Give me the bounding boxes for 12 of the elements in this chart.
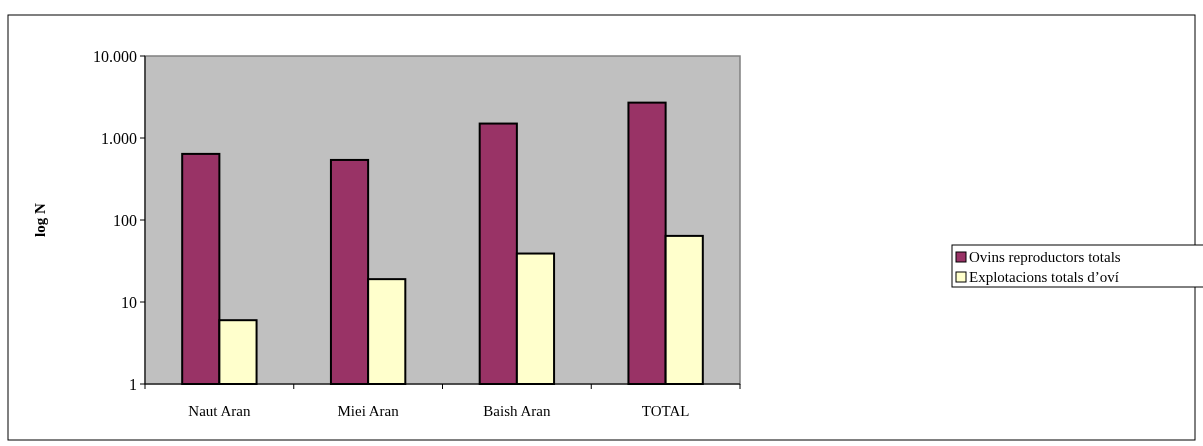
x-tick-label: Naut Aran (188, 403, 251, 419)
y-tick-label: 100 (113, 211, 137, 229)
y-axis-title: log N (32, 202, 48, 237)
x-tick-label: Miei Aran (337, 403, 400, 419)
x-tick-label: TOTAL (641, 403, 690, 419)
x-tick-label: Baish Aran (483, 403, 551, 419)
legend-label: Ovins reproductors totals (969, 249, 1121, 266)
y-tick-label: 1 (129, 375, 137, 393)
legend-label: Explotacions totals d’oví (969, 269, 1119, 286)
y-tick-label: 10 (121, 293, 137, 311)
y-tick-label: 10.000 (93, 47, 137, 65)
y-tick-label: 1.000 (101, 129, 137, 147)
